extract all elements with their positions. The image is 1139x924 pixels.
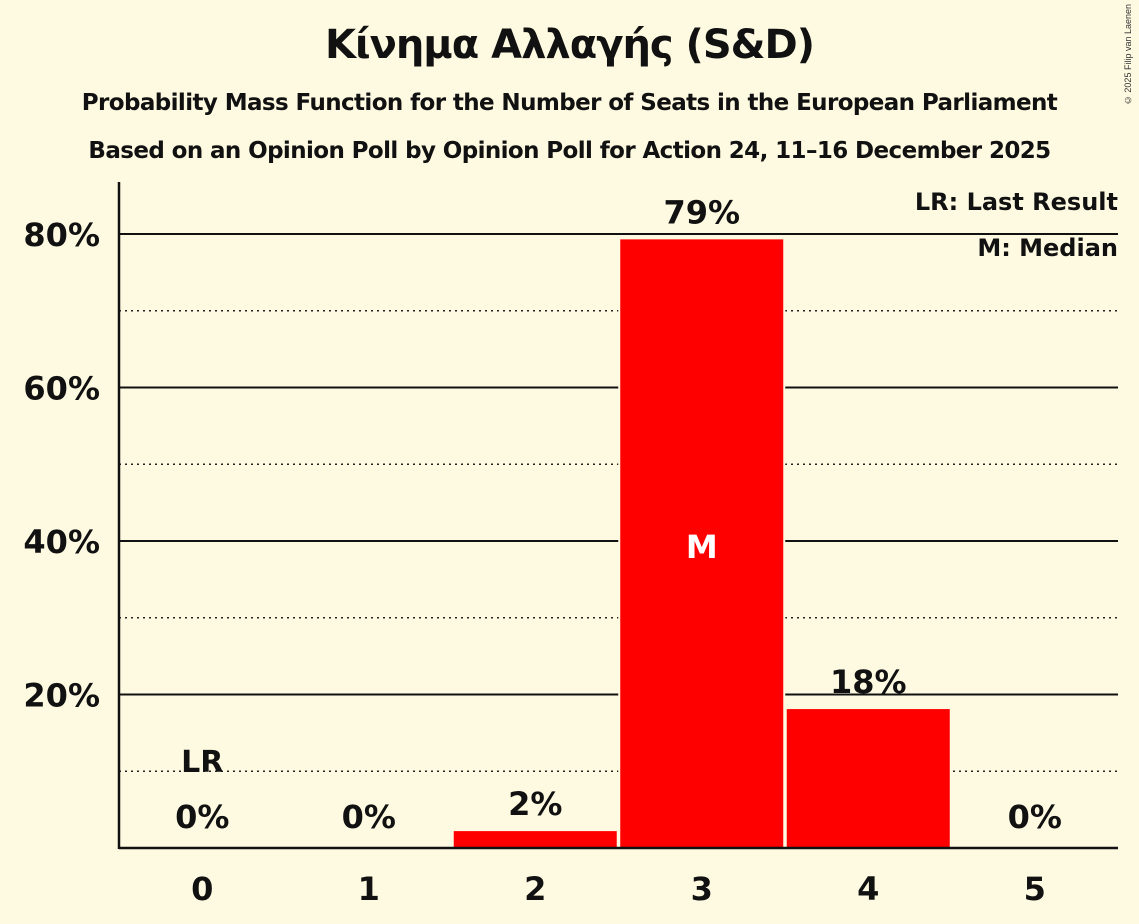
chart-title: Κίνημα Αλλαγής (S&D) <box>324 22 815 68</box>
bar-value-label: 0% <box>1008 798 1062 836</box>
median-marker: M <box>686 528 718 566</box>
legend-median: M: Median <box>977 234 1118 262</box>
x-tick-label: 4 <box>857 870 879 908</box>
bar-seat-2 <box>453 831 617 848</box>
x-tick-label: 1 <box>358 870 380 908</box>
bar-seat-4 <box>786 709 950 848</box>
bar-value-label: 2% <box>508 785 562 823</box>
bar-value-label: 0% <box>342 798 396 836</box>
bar-seat-3 <box>620 239 784 848</box>
x-tick-label: 0 <box>191 870 213 908</box>
bar-value-label: 0% <box>175 798 229 836</box>
x-tick-label: 2 <box>524 870 546 908</box>
x-tick-label: 3 <box>691 870 713 908</box>
chart-subtitle: Probability Mass Function for the Number… <box>81 90 1058 116</box>
y-tick-label: 80% <box>23 216 100 254</box>
bar-value-label: 18% <box>830 663 907 701</box>
bar-value-label: 79% <box>663 193 740 231</box>
y-tick-label: 40% <box>23 523 100 561</box>
legend-last-result: LR: Last Result <box>915 188 1118 216</box>
chart-source: Based on an Opinion Poll by Opinion Poll… <box>88 138 1051 164</box>
y-tick-label: 20% <box>23 677 100 715</box>
x-tick-label: 5 <box>1024 870 1046 908</box>
y-tick-label: 60% <box>23 370 100 408</box>
last-result-marker: LR <box>181 745 223 780</box>
